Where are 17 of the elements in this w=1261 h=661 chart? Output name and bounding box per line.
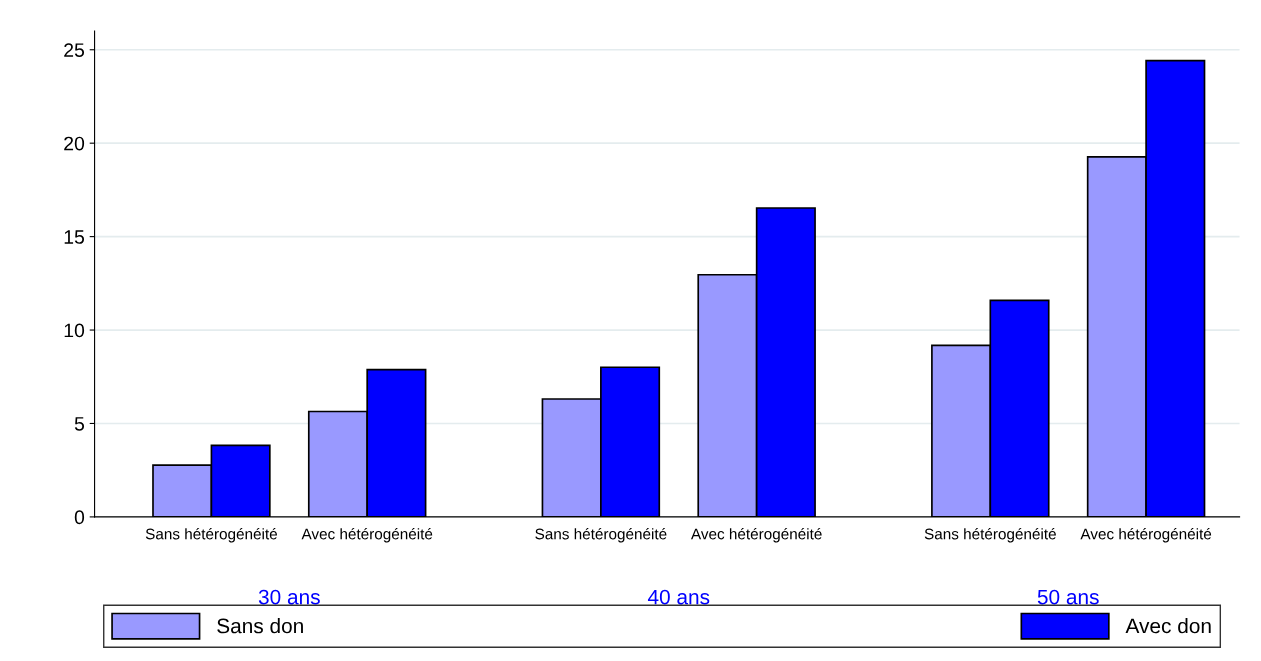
legend-label: Sans don <box>217 618 303 634</box>
text: 50 ans <box>1037 589 1099 605</box>
y-tick-label: 20 <box>64 136 85 151</box>
x-tick-label: Sans hétérogénéité <box>924 528 1056 543</box>
y-tick-label: 15 <box>64 230 85 244</box>
x-tick-label: Sans hétérogénéité <box>145 528 277 543</box>
x-tick-label: Avec hétérogénéité <box>1080 528 1212 543</box>
y-tick-label: 25 <box>64 43 85 57</box>
x-tick-label: Sans hétérogénéité <box>535 528 667 543</box>
x-tick-label: Avec hétérogénéité <box>301 528 433 543</box>
y-tick-label: 0 <box>74 510 85 525</box>
text: 30 ans <box>258 589 320 605</box>
y-tick-label: 10 <box>64 323 85 338</box>
x-tick-label: Avec hétérogénéité <box>690 528 822 543</box>
text: 40 ans <box>647 589 710 605</box>
y-tick-label: 5 <box>74 417 85 431</box>
legend-label: Avec don <box>1125 618 1211 634</box>
